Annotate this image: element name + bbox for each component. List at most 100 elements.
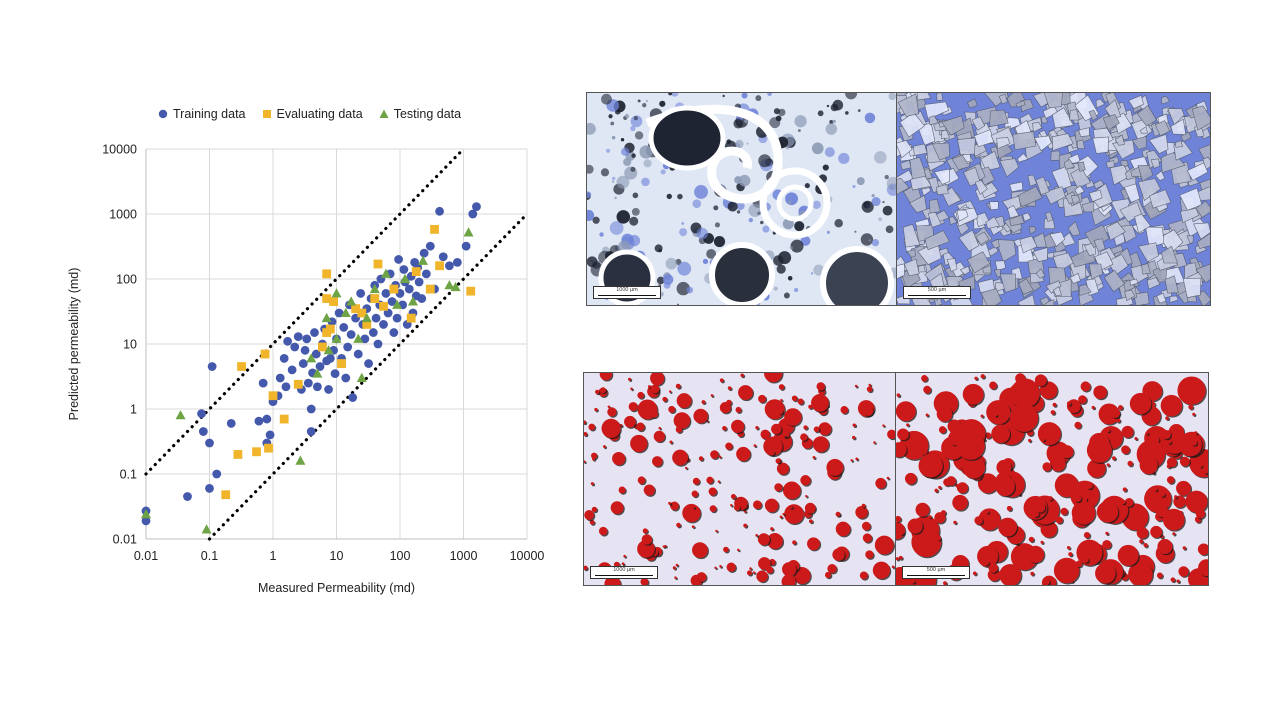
data-point-training xyxy=(353,349,363,359)
data-point-testing xyxy=(201,524,212,534)
data-point-training xyxy=(265,430,275,440)
scale-bar-thin-section-left: 1000 µm xyxy=(593,286,661,299)
data-point-evaluating xyxy=(411,267,421,276)
data-point-evaluating xyxy=(389,284,399,294)
data-point-training xyxy=(293,332,303,341)
data-point-testing xyxy=(175,410,186,420)
y-tick-label: 1 xyxy=(130,403,137,417)
data-point-testing xyxy=(369,283,380,294)
x-tick-label: 1000 xyxy=(450,549,478,563)
data-point-evaluating xyxy=(337,359,346,368)
data-point-training xyxy=(379,320,388,329)
data-point-training xyxy=(371,313,381,323)
data-point-training xyxy=(275,373,285,383)
data-point-training xyxy=(387,297,397,306)
data-point-testing xyxy=(450,281,461,292)
data-point-testing xyxy=(392,299,403,309)
y-tick-label: 0.01 xyxy=(113,533,137,547)
data-point-training xyxy=(419,248,429,258)
data-point-training xyxy=(339,323,349,332)
data-point-evaluating xyxy=(293,379,303,389)
data-point-training xyxy=(346,330,356,339)
data-point-training xyxy=(404,284,414,294)
legend-label-testing: Testing data xyxy=(393,107,462,121)
x-axis-title: Measured Permeability (md) xyxy=(258,581,415,595)
data-point-evaluating xyxy=(357,308,367,318)
data-point-training xyxy=(226,419,236,428)
data-point-training xyxy=(445,261,454,271)
y-tick-label: 1000 xyxy=(109,208,137,222)
data-point-training xyxy=(435,206,444,216)
data-point-testing xyxy=(312,368,323,378)
data-point-training xyxy=(381,289,391,298)
data-point-training xyxy=(290,342,300,352)
data-point-testing xyxy=(380,268,391,278)
x-tick-label: 10000 xyxy=(510,549,545,563)
data-point-training xyxy=(205,484,214,493)
data-point-training xyxy=(298,359,308,368)
data-point-training xyxy=(389,328,399,337)
data-point-training xyxy=(141,516,151,526)
data-point-evaluating xyxy=(237,362,246,371)
data-point-training xyxy=(183,492,192,501)
data-point-training xyxy=(306,404,316,414)
data-point-testing xyxy=(356,372,367,382)
data-point-training xyxy=(312,382,322,392)
y-tick-label: 10 xyxy=(123,338,137,352)
data-point-evaluating xyxy=(425,284,435,294)
data-point-training xyxy=(334,308,344,318)
data-point-training xyxy=(262,414,272,424)
data-point-training xyxy=(258,378,268,388)
data-point-evaluating xyxy=(233,450,243,459)
data-point-training xyxy=(414,277,424,287)
x-tick-label: 1 xyxy=(270,549,277,563)
data-point-evaluating xyxy=(329,297,338,306)
data-point-training xyxy=(360,334,370,344)
data-point-training xyxy=(287,365,297,375)
legend-marker-square xyxy=(262,110,271,118)
data-point-training xyxy=(205,438,214,448)
data-point-evaluating xyxy=(268,391,278,401)
data-point-training xyxy=(348,393,358,402)
data-point-evaluating xyxy=(260,349,270,359)
data-point-training xyxy=(212,469,222,479)
data-point-training xyxy=(421,269,431,279)
data-point-testing xyxy=(346,296,357,306)
data-point-evaluating xyxy=(379,301,388,311)
data-point-training xyxy=(468,209,478,219)
data-point-training xyxy=(461,241,471,251)
data-point-training xyxy=(343,342,353,352)
data-point-training xyxy=(356,289,366,298)
data-point-training xyxy=(281,382,291,392)
data-point-training xyxy=(364,359,373,368)
data-point-training xyxy=(207,362,217,371)
scale-bar-thin-section-right: 500 µm xyxy=(903,286,971,299)
data-point-training xyxy=(373,339,383,349)
data-point-training xyxy=(325,354,335,363)
data-point-testing xyxy=(444,280,455,290)
data-point-evaluating xyxy=(264,443,273,453)
data-point-evaluating xyxy=(221,490,231,500)
data-point-testing xyxy=(400,273,411,283)
x-tick-label: 0.1 xyxy=(201,549,218,563)
data-point-testing xyxy=(361,312,372,323)
data-point-training xyxy=(438,252,448,262)
data-point-training xyxy=(254,416,264,426)
data-point-training xyxy=(383,308,393,318)
data-point-testing xyxy=(353,333,364,343)
data-point-evaluating xyxy=(318,342,327,352)
data-point-training xyxy=(417,294,427,303)
y-tick-label: 100 xyxy=(116,273,137,287)
pore-map-image-left: 1000 µm xyxy=(583,372,896,586)
data-point-evaluating xyxy=(373,259,383,269)
data-point-testing xyxy=(417,255,428,265)
legend-item-training: Training data xyxy=(158,107,246,121)
y-tick-label: 0.1 xyxy=(120,468,137,482)
data-point-testing xyxy=(407,296,418,306)
data-point-training xyxy=(198,427,208,436)
data-point-testing xyxy=(340,307,351,317)
data-point-evaluating xyxy=(351,304,361,314)
data-point-evaluating xyxy=(430,224,439,234)
data-point-training xyxy=(315,362,325,371)
legend-item-evaluating: Evaluating data xyxy=(262,107,363,121)
